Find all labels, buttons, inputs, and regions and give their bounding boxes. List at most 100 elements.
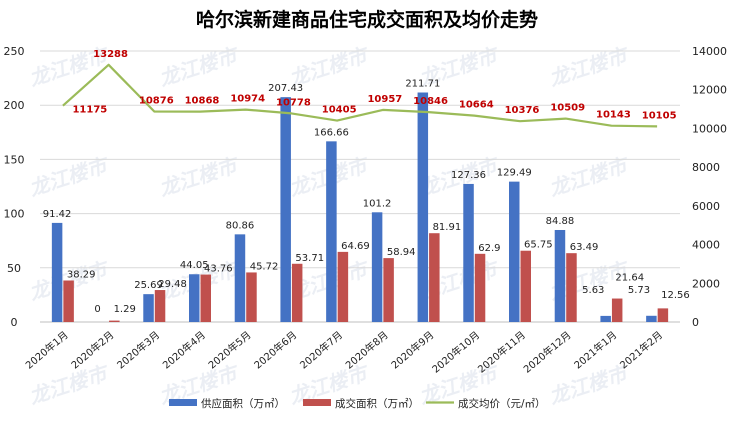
label-supply: 211.71 (405, 79, 440, 90)
bar-deal (520, 250, 531, 322)
label-deal: 53.71 (295, 253, 324, 264)
watermark-text: 龙江楼市 (26, 360, 112, 408)
label-price: 11175 (72, 105, 107, 116)
bar-supply (554, 229, 566, 322)
x-tick-label: 2020年9月 (388, 328, 436, 371)
x-tick-label: 2020年7月 (297, 328, 345, 371)
y-left-tick-label: 100 (4, 208, 25, 221)
legend-label-price: 成交均价（元/㎡） (458, 397, 546, 410)
y-left-tick-label: 250 (4, 45, 25, 58)
y-left-tick-label: 200 (4, 99, 25, 112)
label-price: 10957 (367, 94, 402, 105)
label-deal: 38.29 (67, 269, 96, 280)
x-tick-label: 2020年6月 (251, 328, 299, 371)
x-tick-label: 2020年1月 (23, 328, 71, 371)
label-supply: 5.73 (628, 285, 650, 296)
x-tick-label: 2021年2月 (617, 328, 665, 371)
label-deal: 12.56 (661, 290, 690, 301)
bar-supply (600, 315, 611, 322)
label-supply: 84.88 (546, 216, 575, 227)
price-line-path (62, 63, 658, 128)
label-deal: 21.64 (615, 273, 644, 284)
bar-deal (291, 263, 303, 322)
y-right-tick-label: 14000 (692, 45, 727, 58)
x-tick-label: 2020年3月 (114, 328, 162, 371)
bar-deal (63, 280, 74, 322)
label-deal: 65.75 (524, 240, 553, 251)
label-deal: 43.76 (204, 264, 233, 275)
x-tick-label: 2020年11月 (475, 328, 528, 375)
bar-supply (51, 222, 63, 322)
label-price: 10778 (276, 97, 311, 108)
label-deal: 29.48 (158, 279, 187, 290)
legend-swatch-supply (169, 399, 197, 406)
x-tick-label: 2020年4月 (160, 328, 208, 371)
label-supply: 91.42 (43, 209, 72, 220)
y-right-tick-label: 6000 (692, 200, 720, 213)
bar-supply (509, 181, 520, 322)
watermark-text: 龙江楼市 (546, 42, 632, 90)
label-price: 10974 (230, 94, 265, 105)
watermark-text: 龙江楼市 (156, 42, 242, 90)
label-price: 10868 (185, 96, 220, 107)
bar-deal (611, 298, 623, 322)
label-price: 10664 (459, 100, 494, 111)
y-right-tick-label: 8000 (692, 161, 720, 174)
bar-supply (371, 212, 383, 322)
label-price: 10143 (596, 110, 631, 121)
bar-supply (234, 234, 246, 322)
label-supply: 80.86 (226, 220, 255, 231)
bar-deal (246, 272, 257, 322)
legend-swatch-deal (303, 399, 331, 406)
y-right-tick-label: 0 (692, 316, 699, 329)
y-right-tick-label: 10000 (692, 122, 727, 135)
label-price: 10509 (550, 103, 585, 114)
y-left-tick-label: 150 (4, 153, 25, 166)
label-supply: 25.69 (134, 280, 163, 291)
bar-deal (657, 308, 669, 322)
label-price: 10876 (139, 95, 174, 106)
label-deal: 1.29 (114, 304, 136, 315)
label-deal: 64.69 (341, 241, 370, 252)
legend-label-supply: 供应面积（万㎡） (201, 397, 285, 410)
y-right-tick-label: 4000 (692, 239, 720, 252)
price-line (62, 63, 658, 128)
axes: 0 50 100 150 200 250 0 2000 4000 6000 8000 10000 120… (4, 45, 728, 329)
bar-supply (326, 141, 337, 322)
y-right-tick-label: 2000 (692, 277, 720, 290)
legend-label-deal: 成交面积（万㎡） (335, 397, 419, 410)
label-price: 10846 (413, 96, 448, 107)
label-supply: 127.36 (451, 170, 486, 181)
bar-deal (154, 290, 166, 322)
bar-supply (189, 274, 200, 322)
bars (51, 92, 669, 323)
label-deal: 62.9 (478, 243, 500, 254)
legend: 供应面积（万㎡） 成交面积（万㎡） 成交均价（元/㎡） (169, 397, 546, 410)
y-left-tick-label: 50 (7, 262, 21, 275)
chart-title: 哈尔滨新建商品住宅成交面积及均价走势 (196, 8, 538, 31)
bar-supply (646, 315, 657, 322)
bar-supply (417, 92, 429, 322)
label-deal: 58.94 (387, 247, 416, 258)
label-deal: 81.91 (433, 222, 462, 233)
label-supply: 5.63 (582, 285, 604, 296)
label-deal: 63.49 (570, 242, 599, 253)
bar-deal (566, 253, 577, 322)
label-supply: 166.66 (314, 127, 349, 138)
label-supply: 0 (94, 304, 100, 315)
label-price: 10105 (642, 110, 677, 121)
bar-deal (109, 320, 120, 322)
x-tick-label: 2020年8月 (343, 328, 391, 371)
watermark-text: 龙江楼市 (546, 360, 632, 408)
bar-supply (463, 183, 474, 322)
label-supply: 207.43 (268, 83, 303, 94)
label-price: 13288 (93, 49, 128, 60)
bar-deal (337, 251, 349, 322)
bar-deal (429, 233, 440, 322)
label-price: 10376 (505, 105, 540, 116)
label-supply: 101.2 (363, 198, 392, 209)
bar-deal (200, 274, 211, 322)
bar-deal (474, 253, 486, 322)
